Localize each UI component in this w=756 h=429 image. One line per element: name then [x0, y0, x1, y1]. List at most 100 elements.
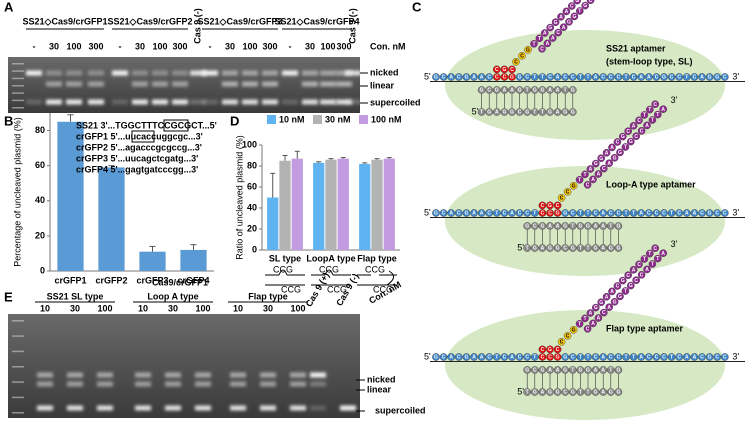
nucleotide	[563, 187, 572, 196]
gel-band	[132, 99, 148, 105]
nucleotide	[538, 209, 547, 217]
nucleotide-letter: A	[510, 88, 514, 94]
nucleotide	[531, 73, 539, 81]
bar	[291, 158, 303, 250]
nucleotide-letter: C	[566, 333, 570, 339]
gel-band	[320, 99, 336, 105]
nucleotide-letter: C	[503, 211, 507, 217]
nucleotide	[523, 73, 532, 81]
nucleotide	[597, 298, 606, 307]
nucleotide-letter: C	[487, 88, 491, 94]
nucleotide-letter: A	[639, 75, 643, 81]
band-label: supercoiled	[370, 97, 421, 107]
gel-band	[320, 81, 336, 87]
group-header: SS21◇Cas9/crGFP2	[108, 16, 193, 26]
nucleotide	[690, 353, 699, 361]
nucleotide	[637, 73, 646, 81]
nucleotide-letter: C	[541, 355, 545, 361]
nucleotide-letter: C	[670, 75, 674, 81]
nucleotide-letter: A	[594, 368, 598, 374]
nucleotide-letter: C	[655, 355, 659, 361]
nucleotide-letter: T	[480, 110, 483, 116]
nucleotide-letter: C	[609, 211, 613, 217]
nucleotide-letter: C	[541, 211, 545, 217]
nucleotide-letter: C	[715, 211, 719, 217]
nucleotide-letter: C	[525, 211, 529, 217]
nucleotide-letter: A	[449, 355, 453, 361]
end-label: 3'	[671, 95, 678, 105]
nucleotide	[713, 209, 722, 217]
ladder-band	[12, 85, 24, 87]
nucleotide-letter: C	[503, 75, 507, 81]
nucleotide-letter: A	[449, 211, 453, 217]
bar	[337, 158, 349, 250]
nucleotide	[546, 353, 554, 361]
nucleotide-letter: A	[601, 368, 605, 374]
nucleotide-letter: T	[586, 390, 589, 396]
group-header: Loop A type	[147, 291, 198, 301]
gel-band	[242, 81, 258, 87]
nucleotide	[561, 388, 570, 396]
nucleotide	[652, 73, 661, 81]
nucleotide	[721, 73, 729, 81]
nucleotide	[705, 209, 714, 217]
lane-label: 100	[290, 303, 305, 313]
ladder-band	[12, 320, 24, 322]
nucleotide	[645, 353, 653, 361]
nucleotide-letter: G	[540, 368, 544, 374]
nucleotide-letter: T	[656, 112, 659, 118]
nucleotide	[569, 108, 577, 116]
nucleotide	[485, 108, 494, 116]
gel-band	[242, 70, 258, 76]
end-label: 5'	[424, 351, 431, 361]
nucleotide-letter: A	[548, 88, 552, 94]
gel-band	[230, 372, 246, 378]
band-label: supercoiled	[375, 405, 426, 415]
gel-band	[222, 70, 238, 76]
annotation: crGFP2 5'...agacccgcgccg...3'	[76, 142, 202, 152]
nucleotide	[485, 209, 494, 217]
group-header: SS21◇Cas9/crGFP4	[275, 16, 360, 26]
gel-band	[230, 405, 246, 411]
nucleotide-letter: T	[579, 390, 582, 396]
nucleotide-letter: G	[708, 355, 712, 361]
nucleotide	[637, 270, 646, 279]
lane-label: 300	[262, 41, 277, 51]
nucleotide-letter: C	[571, 75, 575, 81]
nucleotide-letter: C	[560, 195, 564, 201]
nucleotide-letter: T	[609, 224, 612, 230]
nucleotide	[576, 73, 585, 81]
nucleotide	[546, 108, 554, 116]
nucleotide-letter: G	[548, 246, 552, 252]
gel-band	[165, 381, 181, 387]
nucleotide	[584, 73, 592, 81]
nucleotide	[546, 209, 554, 217]
schematic	[265, 274, 305, 286]
legend-label: 100 nM	[371, 114, 402, 124]
nucleotide-letter: G	[616, 246, 620, 252]
x-tick-label: crGFP2	[95, 275, 127, 285]
nucleotide-letter: A	[556, 224, 560, 230]
nucleotide-letter: G	[594, 161, 598, 167]
nucleotide-letter: A	[645, 267, 649, 273]
annotation: SS21 3'...TGGCTTTCCGCGCT...5'	[76, 120, 217, 130]
motif-label: CCG	[281, 284, 301, 294]
nucleotide	[553, 353, 562, 361]
nucleotide-letter: C	[495, 75, 499, 81]
nucleotide	[538, 366, 547, 374]
nucleotide-letter: C	[548, 355, 552, 361]
nucleotide-letter: G	[571, 246, 575, 252]
nucleotide-letter: G	[487, 110, 491, 116]
nucleotide	[675, 353, 684, 361]
nucleotide-letter: C	[655, 211, 659, 217]
nucleotide-letter: G	[533, 246, 537, 252]
nucleotide-letter: A	[565, 9, 569, 15]
nucleotide	[565, 17, 573, 26]
gel-band	[37, 381, 53, 387]
nucleotide	[553, 244, 562, 252]
gel-band	[202, 70, 218, 76]
x-tick-label: LoopA type	[306, 253, 355, 263]
nucleotide	[546, 244, 554, 252]
schematic	[357, 274, 397, 286]
nucleotide-letter: C	[487, 211, 491, 217]
